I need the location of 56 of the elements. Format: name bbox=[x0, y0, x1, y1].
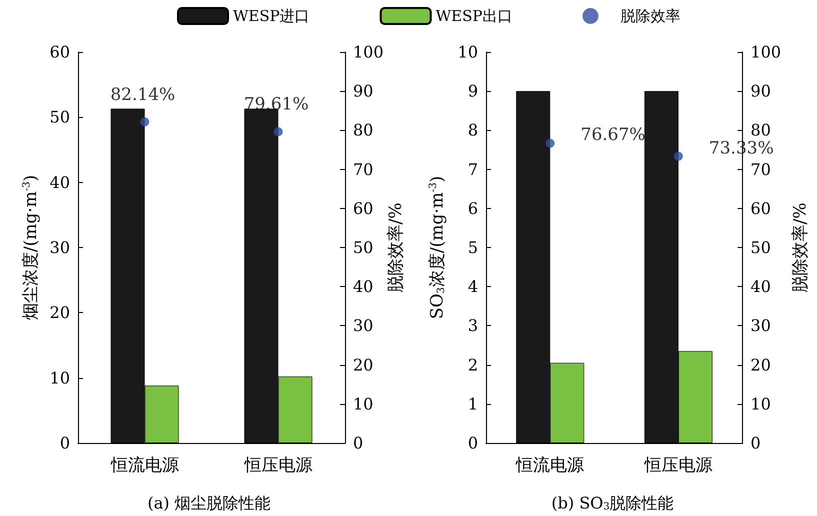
y-tick-label: 40 bbox=[50, 172, 70, 192]
y-tick-label: 3 bbox=[468, 316, 478, 336]
y-tick-label: 20 bbox=[50, 303, 70, 322]
y2-tick-label: 20 bbox=[353, 355, 374, 374]
y2-tick-label: 100 bbox=[750, 42, 782, 62]
y-tick-label: 30 bbox=[50, 238, 70, 257]
x-tick-label: 恒压电源 bbox=[643, 456, 712, 476]
text: (a) 烟尘脱除性能 bbox=[147, 494, 271, 512]
text: (b) SO3脱除性能 bbox=[551, 494, 674, 512]
data-label: 76.67% bbox=[580, 125, 646, 146]
legend-label: WESP出口 bbox=[436, 7, 512, 25]
x-tick-label: 恒压电源 bbox=[243, 456, 312, 476]
y2-tick-label: 90 bbox=[750, 82, 771, 101]
y-tick-label: 1 bbox=[468, 394, 478, 414]
y2-tick-label: 40 bbox=[353, 277, 374, 296]
y-tick-label: 0 bbox=[60, 434, 70, 452]
y2-tick-label: 30 bbox=[750, 316, 771, 336]
y-axis-title: 烟尘浓度/(mg·m-3) bbox=[21, 174, 41, 320]
y2-tick-label: 0 bbox=[353, 434, 364, 452]
y2-tick-label: 60 bbox=[750, 198, 771, 218]
y-tick-label: 8 bbox=[468, 120, 478, 140]
data-label: 79.61% bbox=[244, 94, 309, 115]
y2-tick-label: 40 bbox=[750, 277, 771, 296]
y2-tick-label: 90 bbox=[353, 82, 374, 101]
y2-tick-label: 70 bbox=[750, 160, 771, 179]
y2-tick-label: 70 bbox=[353, 160, 374, 179]
y2-tick-label: 30 bbox=[353, 316, 374, 336]
y-tick-label: 10 bbox=[50, 368, 70, 388]
y-tick-label: 4 bbox=[468, 277, 478, 296]
y2-axis-title: 脱除效率/% bbox=[386, 202, 406, 292]
y-tick-label: 5 bbox=[468, 238, 478, 257]
y-tick-label: 6 bbox=[468, 198, 478, 218]
data-label: 82.14% bbox=[110, 84, 176, 105]
y2-tick-label: 10 bbox=[750, 394, 771, 414]
y2-tick-label: 80 bbox=[750, 120, 771, 140]
y-tick-label: 10 bbox=[458, 42, 478, 62]
y-tick-label: 0 bbox=[468, 434, 478, 452]
x-tick-label: 恒流电源 bbox=[110, 456, 179, 476]
legend-label: WESP进口 bbox=[233, 7, 310, 25]
y2-tick-label: 50 bbox=[750, 238, 771, 257]
y2-tick-label: 0 bbox=[750, 434, 761, 452]
x-tick-label: 恒流电源 bbox=[515, 456, 584, 476]
y2-tick-label: 80 bbox=[353, 120, 374, 140]
y2-axis-title: 脱除效率/% bbox=[790, 202, 810, 292]
y-tick-label: 9 bbox=[468, 82, 478, 101]
y-tick-label: 7 bbox=[468, 160, 478, 179]
y2-tick-label: 20 bbox=[750, 355, 771, 374]
y2-tick-label: 50 bbox=[353, 238, 374, 257]
legend-label: 脱除效率 bbox=[620, 7, 680, 25]
y-axis-title: SO3浓度/(mg·m-3) bbox=[428, 176, 448, 320]
y-tick-label: 60 bbox=[50, 42, 70, 62]
y2-tick-label: 60 bbox=[353, 198, 374, 218]
y2-tick-label: 100 bbox=[353, 42, 384, 62]
y-tick-label: 50 bbox=[50, 108, 70, 127]
y-tick-label: 2 bbox=[468, 355, 478, 374]
y2-tick-label: 10 bbox=[353, 394, 374, 414]
